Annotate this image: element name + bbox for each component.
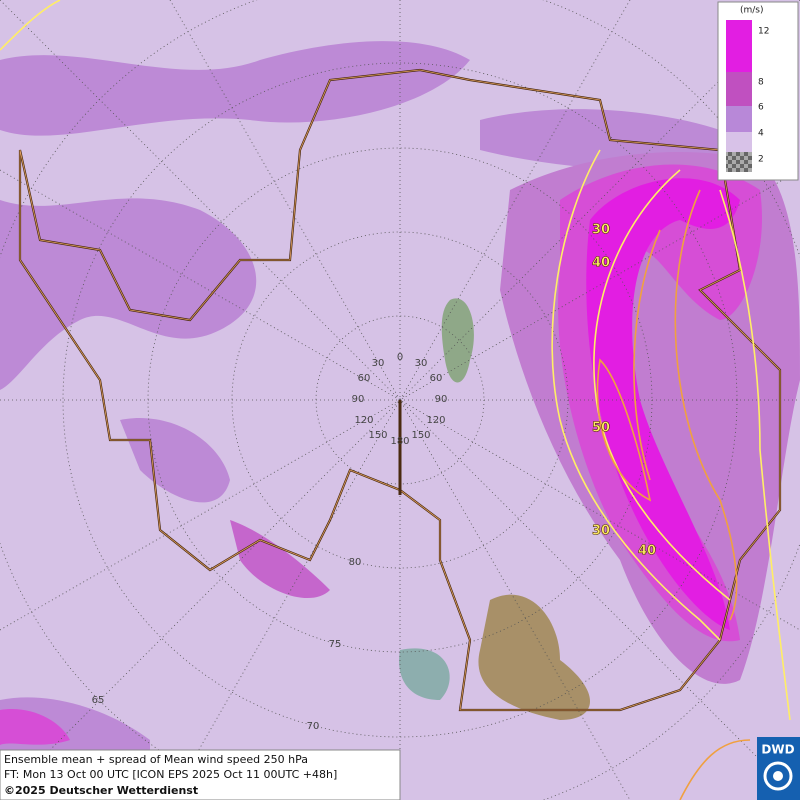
- caption-line: FT: Mon 13 Oct 00 UTC [ICON EPS 2025 Oct…: [4, 768, 337, 781]
- legend-label: 8: [758, 78, 764, 88]
- longitude-label: 60: [430, 373, 443, 384]
- logo: DWD: [757, 737, 800, 800]
- contour-label: 30: [592, 524, 610, 539]
- longitude-label: 180: [390, 436, 409, 447]
- longitude-label: 0: [397, 352, 403, 363]
- longitude-label: 120: [354, 415, 373, 426]
- longitude-label: 90: [352, 394, 365, 405]
- legend-label: 12: [758, 27, 769, 37]
- contour-label: 50: [592, 421, 610, 436]
- legend-unit: (m/s): [740, 6, 764, 16]
- legend-label: 4: [758, 129, 764, 139]
- caption-box: [0, 749, 401, 800]
- legend-label: 2: [758, 155, 764, 165]
- longitude-label: 90: [435, 394, 448, 405]
- logo-text: DWD: [761, 743, 794, 757]
- logo-icon: [763, 761, 793, 791]
- caption-line: Ensemble mean + spread of Mean wind spee…: [4, 753, 308, 766]
- legend-swatch: [726, 72, 752, 106]
- longitude-label: 150: [368, 430, 387, 441]
- longitude-label: 30: [372, 358, 385, 369]
- latitude-label: 75: [329, 639, 342, 650]
- longitude-label: 120: [426, 415, 445, 426]
- contour-label: 40: [592, 256, 610, 271]
- caption: Ensemble mean + spread of Mean wind spee…: [0, 749, 401, 800]
- latitude-label: 70: [307, 721, 320, 732]
- legend-swatch: [726, 152, 752, 172]
- longitude-label: 150: [411, 430, 430, 441]
- latitude-label: 65: [92, 695, 105, 706]
- legend: (m/s) 12 8 6 4 2: [717, 1, 799, 181]
- legend-swatch: [726, 132, 752, 152]
- caption-line: ©2025 Deutscher Wetterdienst: [4, 784, 198, 797]
- legend-swatch: [726, 106, 752, 132]
- contour-label: 30: [592, 223, 610, 238]
- legend-swatch: [726, 20, 752, 72]
- longitude-label: 30: [415, 358, 428, 369]
- contour-label: 40: [638, 544, 656, 559]
- legend-label: 6: [758, 103, 764, 113]
- latitude-label: 80: [349, 557, 362, 568]
- logo-icon: [773, 771, 783, 781]
- longitude-label: 60: [358, 373, 371, 384]
